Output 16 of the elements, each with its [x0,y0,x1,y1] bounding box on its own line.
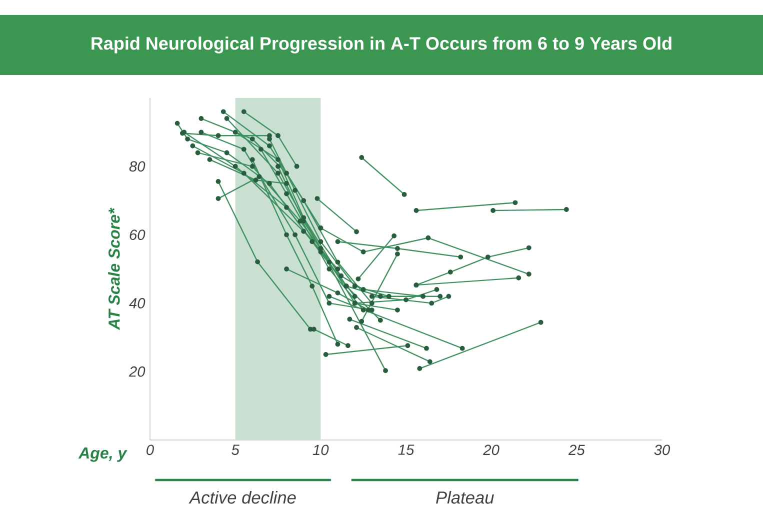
x-tick-label: 15 [398,444,414,455]
x-tick-label: 10 [312,444,329,456]
text: Active decline [188,490,296,504]
y-axis-title: AT Scale Score* [108,208,120,330]
y-tick-label: 60 [130,230,146,240]
x-tick-label: 0 [146,444,154,456]
x-tick-label: 30 [654,444,670,456]
x-axis-title: Age, y [78,448,128,462]
y-tick-label: 80 [129,161,146,172]
y-tick-label: 20 [128,366,146,377]
text: Plateau [436,490,494,504]
x-tick-label: 20 [483,444,500,456]
chart-title: Rapid Neurological Progression in A-T Occurs from 6 to 9 Years Old [92,36,672,54]
x-tick-label: 25 [568,444,585,456]
x-tick-label: 5 [232,444,240,455]
y-tick-label: 40 [129,298,146,308]
